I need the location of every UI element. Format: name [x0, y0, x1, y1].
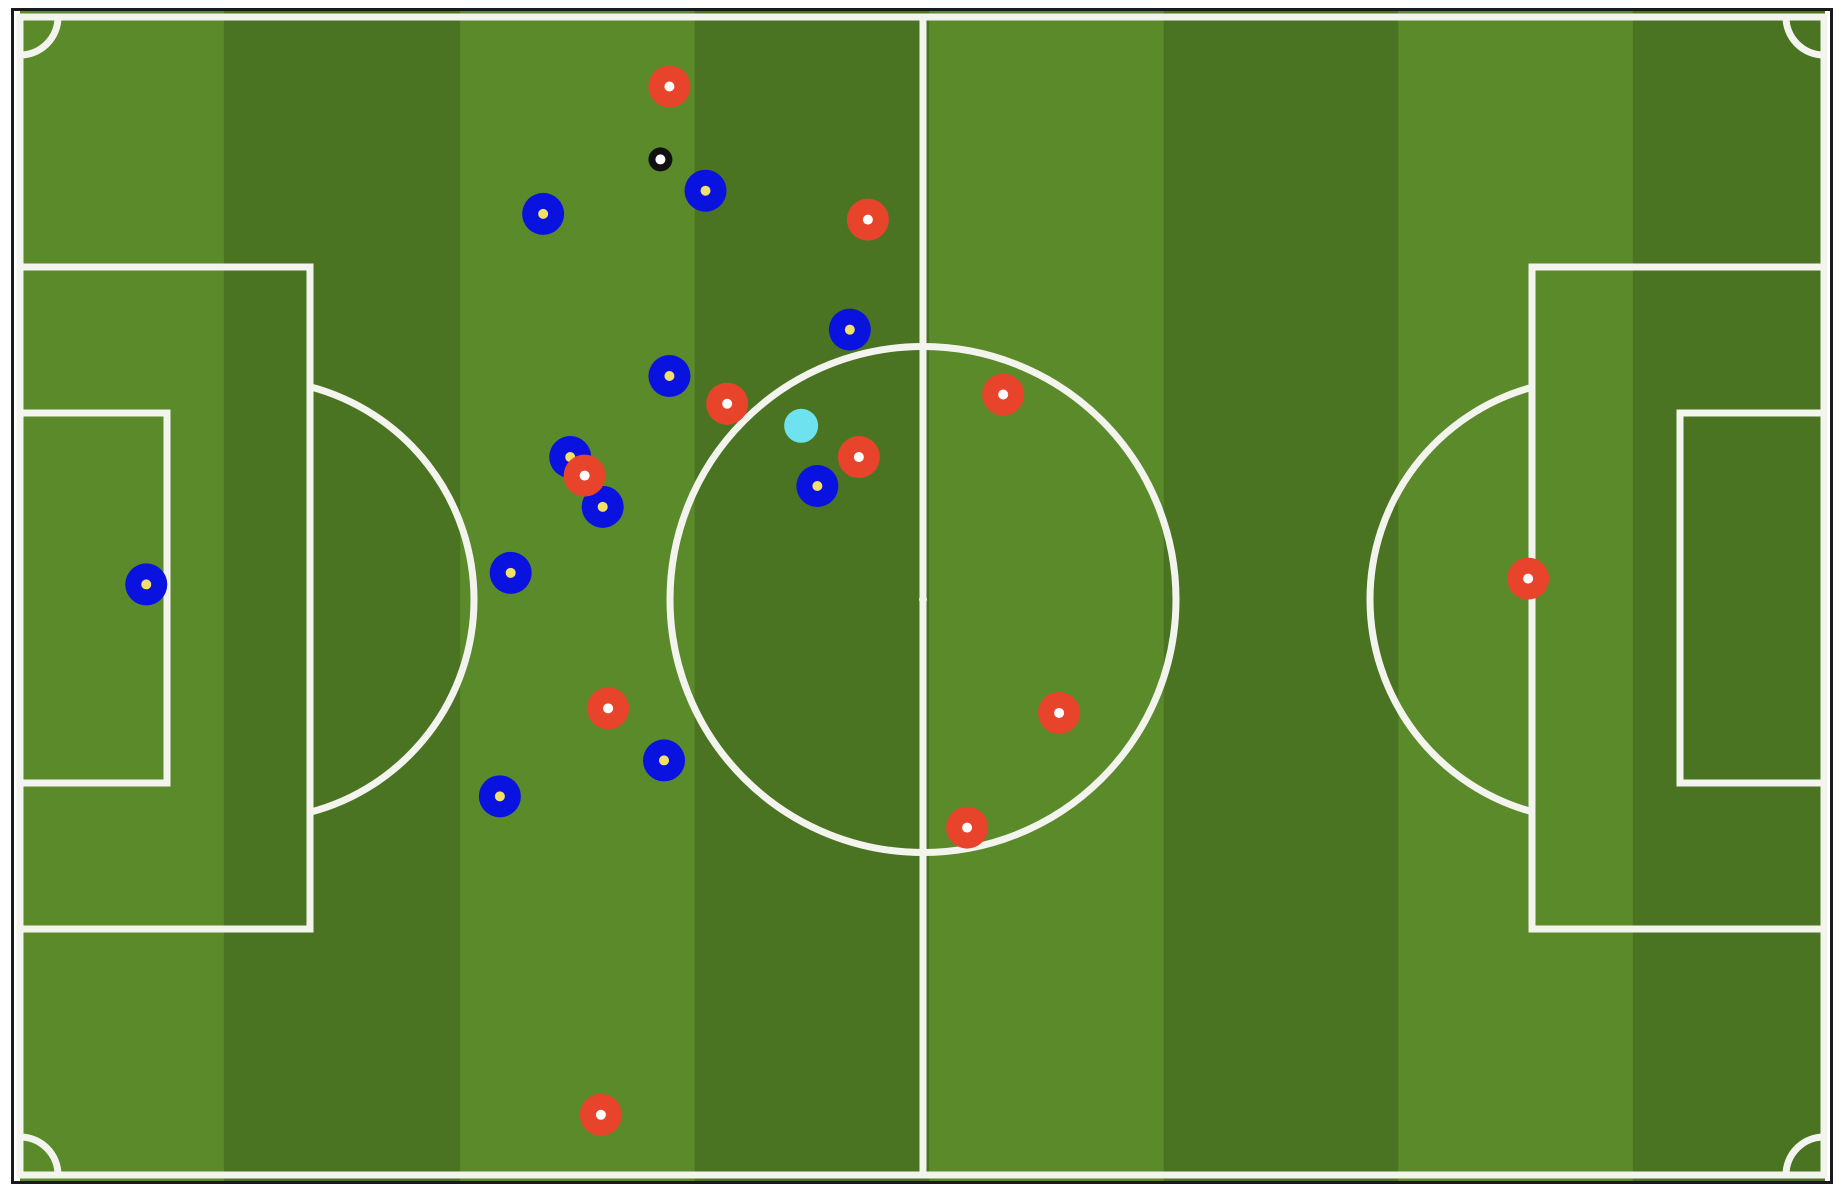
- red-player: [837, 436, 880, 479]
- grass-stripe: [1398, 11, 1634, 1181]
- red-player-centre: [998, 389, 1009, 400]
- red-player: [706, 382, 749, 425]
- grass-stripe: [20, 11, 225, 1181]
- blue-player-centre: [597, 501, 608, 512]
- red-player-centre: [722, 398, 733, 409]
- blue-player: [648, 354, 691, 397]
- blue-player-centre: [141, 579, 152, 590]
- red-player-centre: [579, 470, 590, 481]
- blue-player-centre: [538, 208, 549, 219]
- red-player: [587, 687, 630, 730]
- blue-player: [478, 775, 521, 818]
- highlight-marker: [784, 408, 819, 443]
- blue-player-centre: [659, 755, 670, 766]
- red-player-centre: [1054, 707, 1065, 718]
- red-player: [982, 373, 1025, 416]
- grass-stripe: [1632, 11, 1825, 1181]
- blue-player: [643, 739, 686, 782]
- red-player: [563, 454, 606, 497]
- players-layer: [125, 65, 1550, 1136]
- blue-player: [522, 192, 565, 235]
- grass-stripe: [460, 11, 696, 1181]
- red-player-centre: [603, 703, 614, 714]
- blue-player-centre: [844, 324, 855, 335]
- blue-player: [125, 563, 168, 606]
- red-player-centre: [664, 81, 675, 92]
- right-penalty-arc: [1366, 383, 1533, 816]
- centre-circle: [666, 342, 1180, 856]
- red-player-centre: [853, 452, 864, 463]
- blue-player: [489, 551, 532, 594]
- ball-layer: [648, 147, 673, 172]
- grass-stripe: [223, 11, 462, 1181]
- blue-player-centre: [664, 370, 675, 381]
- pitch-markings: [16, 13, 1828, 1179]
- red-player-centre: [1523, 573, 1534, 584]
- left-goal-area: [16, 409, 171, 787]
- blue-player-centre: [505, 567, 516, 578]
- grass-stripe: [929, 11, 1165, 1181]
- blue-player: [828, 308, 871, 351]
- red-player: [648, 65, 691, 108]
- red-player: [1038, 691, 1081, 734]
- red-player-centre: [595, 1109, 606, 1120]
- football-pitch: [16, 11, 1828, 1181]
- red-player: [1507, 557, 1550, 600]
- right-goal-area: [1676, 409, 1828, 787]
- red-player: [579, 1093, 622, 1136]
- blue-player: [796, 464, 839, 507]
- red-player-centre: [962, 822, 973, 833]
- blue-player-centre: [700, 185, 711, 196]
- grass-stripe: [694, 11, 931, 1181]
- highlight-layer: [784, 408, 819, 443]
- blue-player-centre: [494, 791, 505, 802]
- grass-stripe: [1163, 11, 1400, 1181]
- pitch-frame: [11, 8, 1833, 1184]
- grass-stripes: [20, 11, 1825, 1181]
- corner-arc-bottom-left: [19, 1133, 62, 1176]
- centre-spot: [919, 595, 927, 604]
- left-penalty-arc: [309, 383, 478, 816]
- red-player: [946, 806, 989, 849]
- ball-centre: [655, 154, 666, 165]
- red-player-centre: [862, 214, 873, 225]
- corner-arc-bottom-right: [1782, 1133, 1825, 1176]
- corner-arc-top-right: [1782, 16, 1825, 59]
- red-player: [846, 198, 889, 241]
- blue-player: [684, 169, 727, 212]
- corner-arc-top-left: [19, 16, 62, 59]
- blue-player: [581, 485, 624, 528]
- blue-player-centre: [812, 480, 823, 491]
